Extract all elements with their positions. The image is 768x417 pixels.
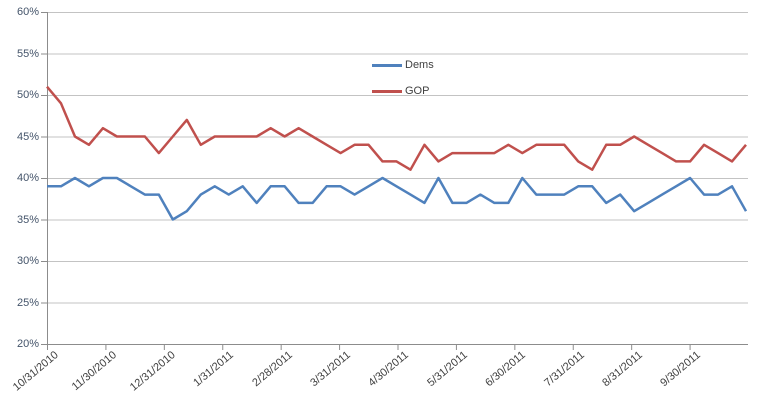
y-axis-tick-label: 25% bbox=[16, 296, 39, 309]
legend-item-gop: GOP bbox=[372, 78, 434, 104]
legend-item-dems: Dems bbox=[372, 52, 434, 78]
y-axis-tick-label: 50% bbox=[16, 89, 39, 101]
legend-label-gop: GOP bbox=[405, 85, 430, 97]
gop-line-series bbox=[46, 85, 747, 171]
dems-line-series bbox=[47, 176, 748, 221]
y-axis-tick-label: 45% bbox=[16, 130, 39, 143]
y-axis-tick-label: 30% bbox=[16, 255, 39, 267]
y-axis-tick-label: 35% bbox=[16, 213, 39, 226]
y-axis-tick-label: 20% bbox=[16, 338, 39, 350]
y-axis-tick-label: 55% bbox=[16, 47, 39, 60]
y-axis-tick-label: 60% bbox=[16, 6, 39, 18]
chart-legend: Dems GOP bbox=[372, 52, 434, 104]
gop-line-swatch bbox=[372, 89, 402, 93]
legend-label-dems: Dems bbox=[405, 59, 434, 71]
y-axis-tick-label: 40% bbox=[16, 172, 39, 184]
dems-line-swatch bbox=[372, 63, 402, 67]
